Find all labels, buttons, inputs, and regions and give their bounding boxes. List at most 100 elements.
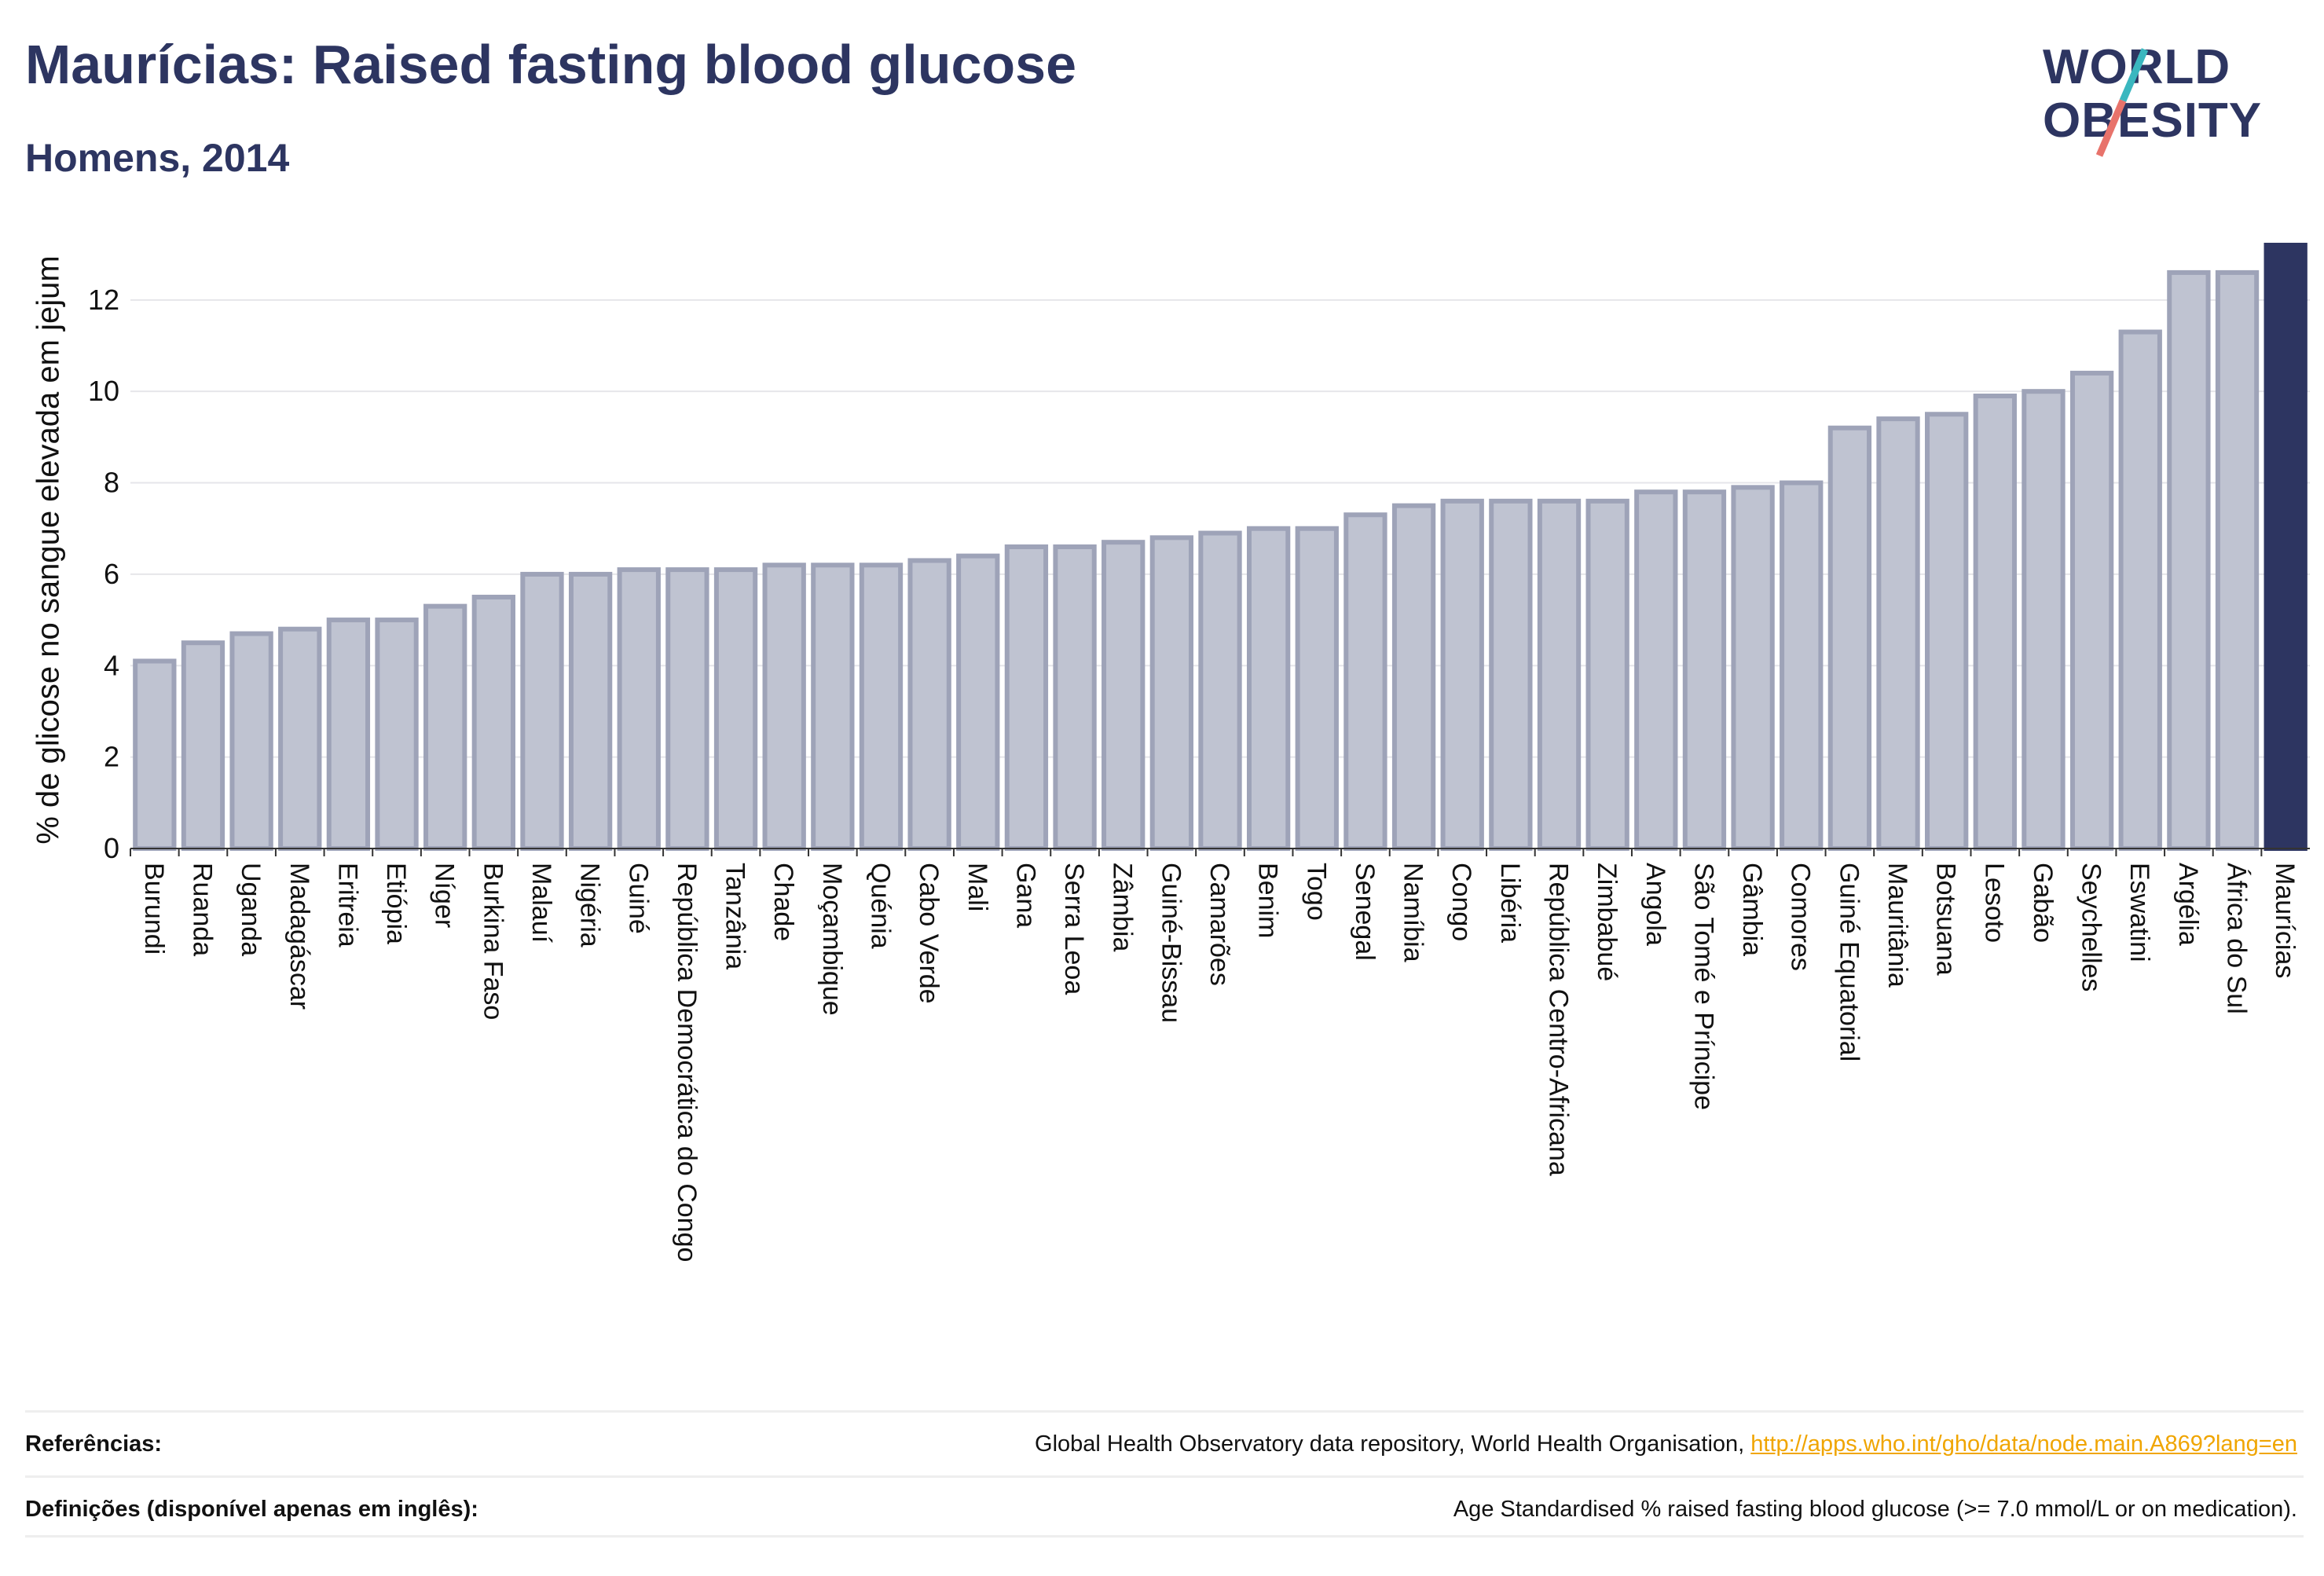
x-tick-label: Angola — [1640, 863, 1670, 946]
x-tick-label: Eritreia — [332, 863, 362, 947]
bar — [375, 618, 419, 851]
bar — [859, 563, 904, 851]
bar — [278, 626, 322, 852]
y-tick-label: 8 — [104, 467, 119, 499]
x-tick-label: Guiné-Bissau — [1156, 863, 1186, 1023]
bar — [1246, 526, 1291, 852]
bar — [1973, 394, 2017, 851]
x-tick-label: Benim — [1253, 863, 1283, 938]
bar — [2167, 269, 2211, 851]
y-tick-label: 12 — [88, 284, 119, 316]
x-tick-label: Congo — [1446, 863, 1476, 941]
x-tick-label: Malauí — [526, 863, 556, 944]
logo-slash-icon — [2095, 48, 2149, 157]
x-tick-label: República Democrática do Congo — [672, 863, 702, 1262]
x-tick-label: Tanzânia — [720, 863, 750, 969]
x-tick-label: Namíbia — [1398, 863, 1428, 962]
bar — [133, 658, 177, 851]
x-tick-label: Burkina Faso — [478, 863, 508, 1020]
x-tick-label: Camarões — [1204, 863, 1234, 986]
chart-title: Maurícias: Raised fasting blood glucose — [25, 34, 1077, 95]
bar — [423, 603, 467, 851]
x-tick-label: Nigéria — [575, 863, 605, 947]
x-tick-label: Comores — [1786, 863, 1816, 971]
x-tick-label: Mali — [962, 863, 992, 911]
y-tick-label: 2 — [104, 741, 119, 773]
bar-highlight — [2264, 243, 2308, 851]
definitions-label: Definições (disponível apenas em inglês)… — [25, 1496, 478, 1522]
bar — [956, 553, 1000, 851]
references-text: Global Health Observatory data repositor… — [1035, 1431, 1751, 1457]
bar — [1391, 503, 1436, 851]
logo-line-2: OBESITY — [2043, 93, 2263, 148]
bar — [1925, 412, 1969, 851]
definitions-text: Age Standardised % raised fasting blood … — [1453, 1496, 2297, 1522]
bar — [1780, 480, 1824, 852]
bar — [1004, 544, 1049, 851]
x-tick-label: Quénia — [865, 863, 895, 949]
bar — [2022, 389, 2066, 851]
x-tick-label: Togo — [1301, 863, 1331, 921]
x-tick-label: Lesoto — [1979, 863, 2009, 943]
x-tick-label: Serra Leoa — [1059, 863, 1089, 995]
references-row: Referências: Global Health Observatory d… — [25, 1410, 2304, 1475]
x-tick-label: Níger — [430, 863, 460, 928]
x-tick-label: Gana — [1010, 863, 1040, 928]
bar — [1731, 485, 1775, 851]
x-tick-label: Madagáscar — [284, 863, 314, 1010]
x-tick-label: Mauritânia — [1882, 863, 1912, 988]
bar — [1102, 540, 1146, 851]
x-tick-label: Guiné — [623, 863, 653, 934]
y-tick-label: 0 — [104, 832, 119, 864]
bar — [811, 563, 855, 851]
bar — [1827, 425, 1872, 851]
bar — [762, 563, 806, 851]
footer-divider — [25, 1535, 2304, 1538]
references-value: Global Health Observatory data repositor… — [1035, 1431, 2304, 1457]
bar — [2069, 370, 2114, 851]
world-obesity-logo: WORLD OBESITY — [2043, 22, 2310, 163]
x-tick-label: República Centro-Africana — [1544, 863, 1574, 1176]
bar — [1489, 498, 1533, 851]
x-tick-label: Guiné Equatorial — [1834, 863, 1864, 1061]
x-tick-label: Argélia — [2173, 863, 2203, 946]
bar — [1537, 498, 1582, 851]
bar — [617, 567, 661, 851]
bar — [1343, 512, 1387, 851]
bar — [181, 640, 225, 851]
x-tick-label: Zâmbia — [1108, 863, 1138, 951]
bar — [1295, 526, 1339, 852]
bar — [326, 618, 371, 851]
x-tick-label: Ruanda — [187, 863, 217, 956]
bar — [1149, 535, 1194, 851]
bar — [2118, 329, 2162, 851]
x-tick-label: Moçambique — [817, 863, 847, 1016]
bar — [1440, 498, 1484, 851]
x-tick-label: Zimbabué — [1592, 863, 1622, 981]
chart-subtitle: Homens, 2014 — [25, 136, 290, 180]
bar — [2215, 269, 2260, 851]
x-tick-label: Gabão — [2028, 863, 2058, 943]
bar — [1876, 416, 1920, 851]
bar — [1634, 489, 1678, 851]
x-tick-label: África do Sul — [2222, 863, 2252, 1014]
x-tick-label: Maurícias — [2270, 863, 2300, 978]
bar — [229, 631, 273, 852]
bar — [907, 558, 951, 851]
x-tick-label: Libéria — [1495, 863, 1525, 943]
x-tick-label: Chade — [768, 863, 798, 941]
bar — [1198, 530, 1242, 852]
x-tick-label: Botsuana — [1931, 863, 1961, 976]
bar — [1682, 489, 1727, 851]
y-tick-label: 10 — [88, 375, 119, 407]
x-tick-label: Uganda — [236, 863, 266, 956]
bar — [568, 571, 613, 852]
bar — [520, 571, 564, 852]
bar — [713, 567, 758, 851]
references-link[interactable]: http://apps.who.int/gho/data/node.main.A… — [1750, 1431, 2297, 1457]
x-tick-label: Eswatini — [2124, 863, 2154, 962]
bar — [1585, 498, 1629, 851]
x-tick-label: Cabo Verde — [914, 863, 944, 1004]
x-tick-label: Gâmbia — [1737, 863, 1767, 956]
x-tick-label: Seychelles — [2077, 863, 2106, 991]
